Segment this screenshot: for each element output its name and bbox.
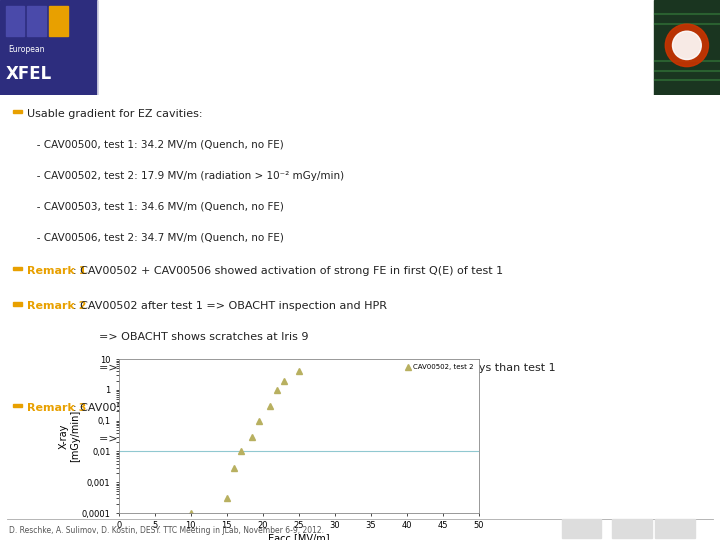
Text: XFEL: XFEL [6, 65, 52, 83]
Bar [13, 403, 22, 407]
Text: => OBACHT shows scratches at Iris 9: => OBACHT shows scratches at Iris 9 [99, 332, 309, 342]
Text: - CAV00500, test 1: 34.2 MV/m (Quench, no FE): - CAV00500, test 1: 34.2 MV/m (Quench, n… [27, 140, 284, 150]
Bar [0, 0, 97, 94]
Text: => in test 2 significant improvement with no FE: => in test 2 significant improvement wit… [99, 434, 369, 444]
Text: Usable gradient for EZ cavities:: Usable gradient for EZ cavities: [27, 109, 203, 119]
Text: : CAV00502 + CAV00506 showed activation of strong FE in first Q(E) of test 1: : CAV00502 + CAV00506 showed activation … [73, 266, 503, 276]
Text: - CAV00506, test 2: 34.7 MV/m (Quench, no FE): - CAV00506, test 2: 34.7 MV/m (Quench, n… [27, 232, 284, 242]
Ellipse shape [665, 24, 708, 66]
Bar [13, 110, 22, 113]
Bar [562, 519, 601, 538]
X-axis label: Eacc [MV/m]: Eacc [MV/m] [268, 533, 330, 540]
Text: => in test 2 again degradation in first Q(E) due to FE and more x-rays than test: => in test 2 again degradation in first … [99, 363, 556, 373]
Bar [27, 6, 46, 36]
Text: European: European [9, 45, 45, 55]
Bar [13, 267, 22, 270]
Text: - CAV00503, test 1: 34.6 MV/m (Quench, no FE): - CAV00503, test 1: 34.6 MV/m (Quench, n… [27, 201, 284, 212]
Ellipse shape [672, 31, 701, 59]
Text: D. Reschke, A. Sulimov, D. Kostin, DESY. TTC Meeting in JLab, November 6-9, 2012: D. Reschke, A. Sulimov, D. Kostin, DESY.… [9, 526, 324, 535]
Bar [655, 519, 695, 538]
Text: 18: 18 [640, 80, 652, 91]
Text: (after 1. DESY preparation): (after 1. DESY preparation) [107, 64, 395, 83]
Y-axis label: X-ray
[mGy/min]: X-ray [mGy/min] [58, 410, 80, 462]
Bar [612, 519, 652, 538]
Legend: CAV00502, test 2: CAV00502, test 2 [402, 361, 477, 373]
Text: : CAV00506 after test 1 => OBACHT inspection and HPR: : CAV00506 after test 1 => OBACHT inspec… [73, 403, 387, 413]
Text: Remark 3: Remark 3 [27, 403, 86, 413]
Text: Remark 2: Remark 2 [27, 301, 87, 312]
Bar [6, 6, 24, 36]
Text: Remark 1: Remark 1 [27, 266, 87, 276]
Text: : CAV00502 after test 1 => OBACHT inspection and HPR: : CAV00502 after test 1 => OBACHT inspec… [73, 301, 387, 312]
Text: - CAV00502, test 2: 17.9 MV/m (radiation > 10⁻² mGy/min): - CAV00502, test 2: 17.9 MV/m (radiation… [27, 171, 344, 181]
Bar [13, 302, 22, 306]
Text: Usable Gradient of EZ Cavities: Usable Gradient of EZ Cavities [107, 19, 428, 38]
Bar [49, 6, 68, 36]
Bar [654, 0, 720, 94]
